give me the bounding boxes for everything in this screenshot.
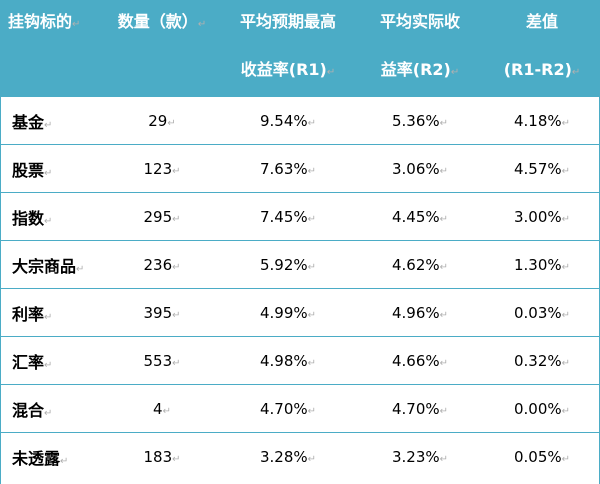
row-name: 基金↵ [0, 96, 104, 145]
table-row: 利率↵ 395↵ 4.99%↵ 4.96%↵ 0.03%↵ [0, 288, 600, 337]
row-r1: 4.99%↵ [220, 288, 356, 337]
row-r2: 4.70%↵ [356, 384, 484, 433]
table-row: 基金↵ 29↵ 9.54%↵ 5.36%↵ 4.18%↵ [0, 96, 600, 145]
row-r1: 7.63%↵ [220, 144, 356, 193]
row-count: 236↵ [104, 240, 220, 289]
row-count: 395↵ [104, 288, 220, 337]
row-r1: 7.45%↵ [220, 192, 356, 241]
table-row: 混合↵ 4↵ 4.70%↵ 4.70%↵ 0.00%↵ [0, 384, 600, 433]
row-r2: 4.62%↵ [356, 240, 484, 289]
header-underlying: 挂钩标的↵ [0, 0, 105, 97]
row-name: 混合↵ [0, 384, 104, 433]
row-r2: 4.66%↵ [356, 336, 484, 385]
header-count-label: 数量（款）↵ [117, 12, 207, 31]
table-row: 未透露↵ 183↵ 3.28%↵ 3.23%↵ 0.05%↵ [0, 432, 600, 481]
row-diff: 0.05%↵ [484, 432, 600, 481]
header-actual-return-line2: 益率(R2)↵ [380, 60, 460, 79]
header-difference: 差值 (R1-R2)↵ [484, 0, 600, 97]
row-name: 指数↵ [0, 192, 104, 241]
row-name: 未透露↵ [0, 432, 104, 481]
row-diff: 4.18%↵ [484, 96, 600, 145]
row-r2: 3.06%↵ [356, 144, 484, 193]
header-actual-return-line1: 平均实际收 [379, 12, 460, 31]
header-count: 数量（款）↵ [104, 0, 221, 97]
row-diff: 0.03%↵ [484, 288, 600, 337]
row-count: 4↵ [104, 384, 220, 433]
header-expected-return-line1: 平均预期最高 [239, 12, 336, 31]
row-name: 汇率↵ [0, 336, 104, 385]
row-diff: 4.57%↵ [484, 144, 600, 193]
row-r1: 4.70%↵ [220, 384, 356, 433]
row-count: 123↵ [104, 144, 220, 193]
header-difference-line2: (R1-R2)↵ [503, 60, 581, 79]
header-actual-return: 平均实际收 益率(R2)↵ [356, 0, 485, 97]
row-diff: 3.00%↵ [484, 192, 600, 241]
row-count: 295↵ [104, 192, 220, 241]
header-difference-line1: 差值 [525, 12, 558, 31]
row-count: 553↵ [104, 336, 220, 385]
row-r1: 9.54%↵ [220, 96, 356, 145]
header-expected-return-line2: 收益率(R1)↵ [240, 60, 336, 79]
row-diff: 0.32%↵ [484, 336, 600, 385]
row-r2: 4.45%↵ [356, 192, 484, 241]
row-r2: 3.23%↵ [356, 432, 484, 481]
row-name: 股票↵ [0, 144, 104, 193]
row-r2: 4.96%↵ [356, 288, 484, 337]
table-row: 指数↵ 295↵ 7.45%↵ 4.45%↵ 3.00%↵ [0, 192, 600, 241]
table-row: 股票↵ 123↵ 7.63%↵ 3.06%↵ 4.57%↵ [0, 144, 600, 193]
table-row: 汇率↵ 553↵ 4.98%↵ 4.66%↵ 0.32%↵ [0, 336, 600, 385]
row-diff: 1.30%↵ [484, 240, 600, 289]
row-r1: 3.28%↵ [220, 432, 356, 481]
row-diff: 0.00%↵ [484, 384, 600, 433]
header-underlying-label: 挂钩标的↵ [8, 12, 81, 31]
table-header-row: 挂钩标的↵ 数量（款）↵ 平均预期最高 收益率(R1)↵ 平均实际收 益率(R2… [0, 0, 600, 97]
header-expected-return: 平均预期最高 收益率(R1)↵ [220, 0, 357, 97]
row-r2: 5.36%↵ [356, 96, 484, 145]
row-r1: 4.98%↵ [220, 336, 356, 385]
row-name: 利率↵ [0, 288, 104, 337]
row-r1: 5.92%↵ [220, 240, 356, 289]
row-name: 大宗商品↵ [0, 240, 104, 289]
row-count: 29↵ [104, 96, 220, 145]
table-row: 大宗商品↵ 236↵ 5.92%↵ 4.62%↵ 1.30%↵ [0, 240, 600, 289]
row-count: 183↵ [104, 432, 220, 481]
